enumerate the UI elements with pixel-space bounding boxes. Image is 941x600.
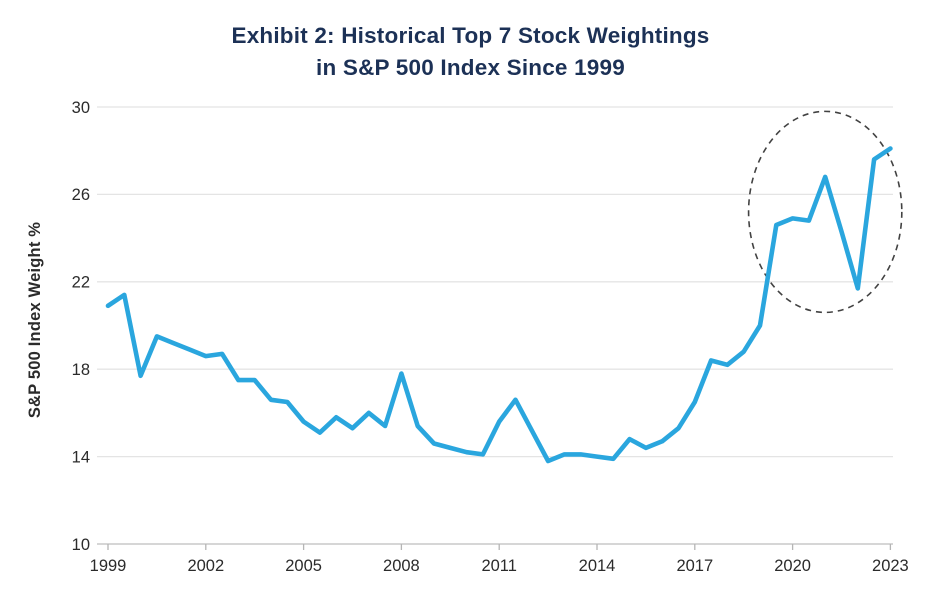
x-tick-label: 2017 xyxy=(676,557,713,575)
chart-title-line-1: Exhibit 2: Historical Top 7 Stock Weight… xyxy=(231,23,710,48)
y-tick-label: 26 xyxy=(72,186,90,204)
chart-title: Exhibit 2: Historical Top 7 Stock Weight… xyxy=(0,20,941,84)
x-tick-label: 2002 xyxy=(187,557,224,575)
y-tick-label: 18 xyxy=(72,361,90,379)
series-line xyxy=(105,146,893,464)
y-tick-label: 14 xyxy=(72,448,90,466)
x-tick-label: 2020 xyxy=(774,557,811,575)
x-tick-label: 2023 xyxy=(872,557,909,575)
highlight-ellipse xyxy=(747,110,903,314)
x-tick-label: 2005 xyxy=(285,557,322,575)
x-tick-label: 2008 xyxy=(383,557,420,575)
x-tick-label: 2011 xyxy=(481,557,516,575)
y-axis-title: S&P 500 Index Weight % xyxy=(26,222,44,418)
y-tick-label: 30 xyxy=(72,99,90,117)
y-tick-label: 22 xyxy=(72,274,90,292)
y-tick-label: 10 xyxy=(72,536,90,554)
x-tick-label: 1999 xyxy=(90,557,127,575)
chart-title-line-2: in S&P 500 Index Since 1999 xyxy=(316,55,625,80)
x-tick-label: 2014 xyxy=(579,557,616,575)
